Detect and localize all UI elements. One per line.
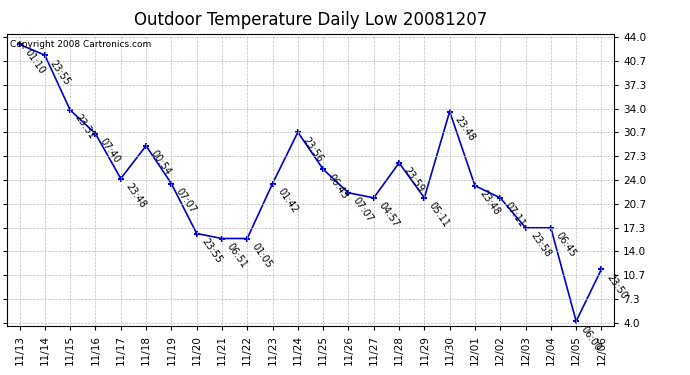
- Text: 23:48: 23:48: [477, 189, 502, 217]
- Text: 01:05: 01:05: [250, 241, 274, 270]
- Text: 23:48: 23:48: [453, 114, 477, 143]
- Text: 23:58: 23:58: [529, 231, 553, 259]
- Text: 06:45: 06:45: [553, 231, 578, 259]
- Text: 23:48: 23:48: [124, 182, 148, 210]
- Text: Copyright 2008 Cartronics.com: Copyright 2008 Cartronics.com: [10, 40, 151, 49]
- Text: 06:43: 06:43: [326, 172, 350, 201]
- Text: 07:07: 07:07: [174, 186, 199, 215]
- Text: 07:40: 07:40: [98, 136, 122, 165]
- Text: 23:55: 23:55: [48, 58, 72, 87]
- Text: 06:51: 06:51: [225, 241, 249, 270]
- Text: 01:10: 01:10: [22, 47, 46, 76]
- Text: 23:55: 23:55: [199, 236, 224, 265]
- Text: 00:54: 00:54: [149, 148, 173, 177]
- Text: 05:11: 05:11: [427, 201, 451, 229]
- Text: 23:59: 23:59: [402, 166, 426, 194]
- Text: 01:42: 01:42: [275, 186, 299, 215]
- Text: 07:07: 07:07: [351, 196, 375, 224]
- Text: 23:31: 23:31: [73, 113, 97, 141]
- Text: 04:57: 04:57: [377, 201, 401, 229]
- Text: Outdoor Temperature Daily Low 20081207: Outdoor Temperature Daily Low 20081207: [134, 11, 487, 29]
- Text: 23:50: 23:50: [604, 272, 629, 301]
- Text: 06:00: 06:00: [579, 324, 603, 352]
- Text: 23:56: 23:56: [301, 135, 325, 164]
- Text: 07:11: 07:11: [503, 201, 527, 229]
